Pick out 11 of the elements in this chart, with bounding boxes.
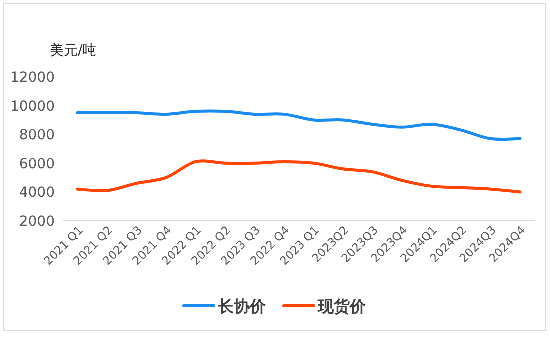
y-axis-title: 美元/吨 xyxy=(50,43,97,59)
y-tick-label: 8000 xyxy=(19,128,55,144)
legend-label: 长协价 xyxy=(217,297,267,316)
y-tick-label: 4000 xyxy=(19,185,55,202)
y-tick-label: 12000 xyxy=(10,70,55,86)
line-series xyxy=(76,160,522,194)
line-series xyxy=(76,110,522,142)
y-tick-label: 10000 xyxy=(10,98,55,115)
y-tick-label: 2000 xyxy=(19,214,55,230)
y-tick-label: 6000 xyxy=(19,156,55,172)
legend-label: 现货价 xyxy=(317,297,367,316)
